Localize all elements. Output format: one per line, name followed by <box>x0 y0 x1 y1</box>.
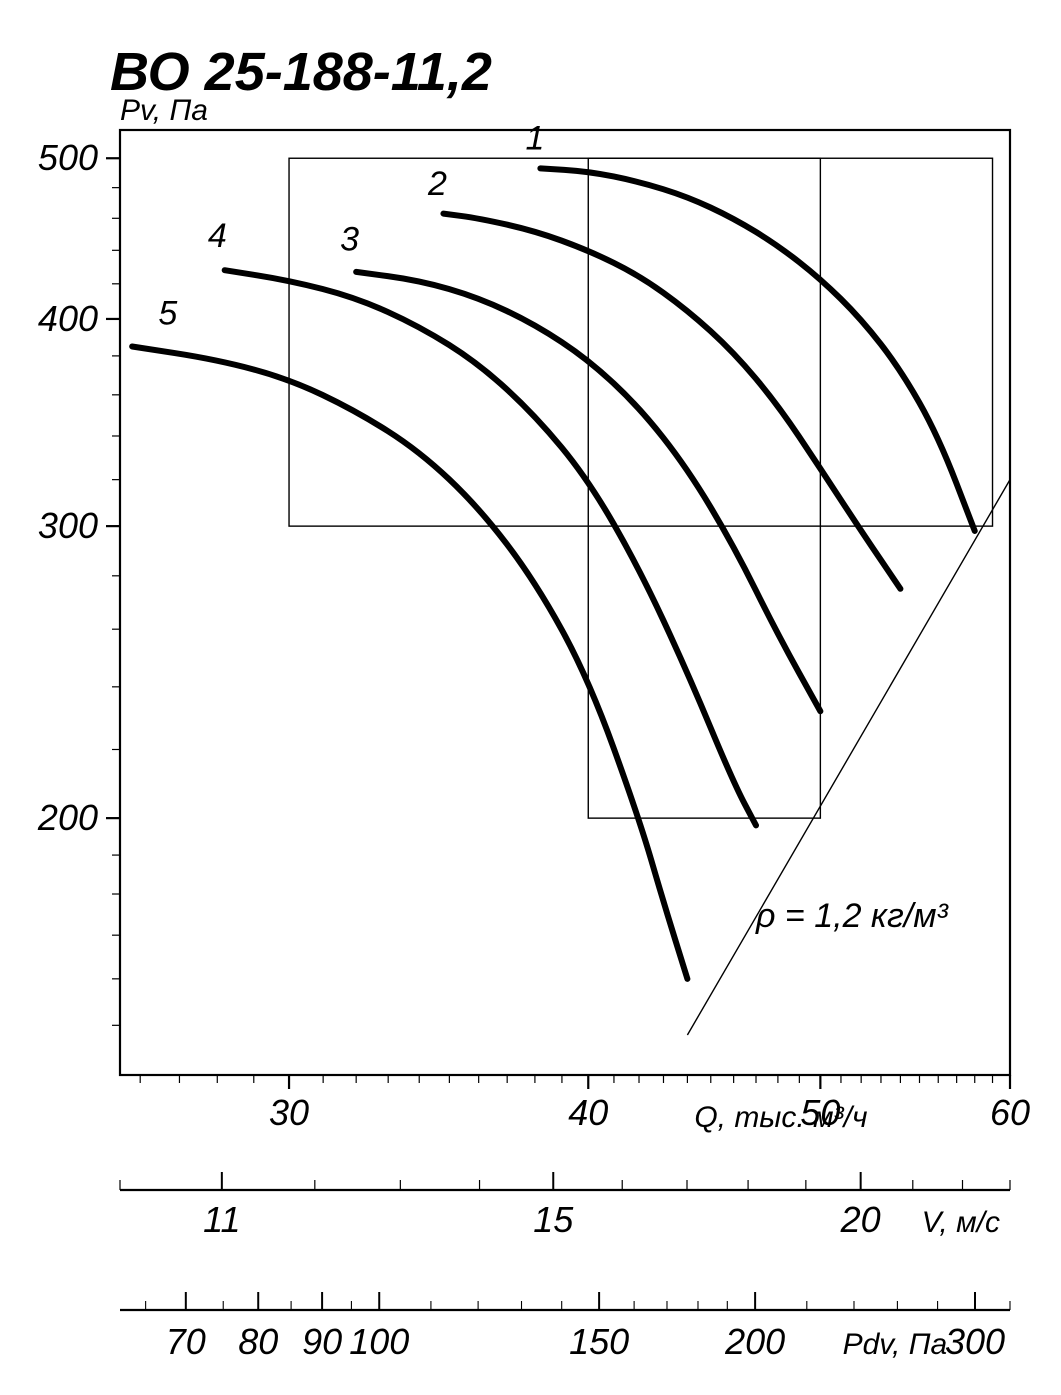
diagonal-line <box>687 480 1010 1035</box>
aux1-tick-label: 15 <box>533 1199 574 1240</box>
y-tick-label: 400 <box>38 298 98 339</box>
y-axis-label: Pv, Па <box>120 94 208 127</box>
y-tick-label: 300 <box>38 505 98 546</box>
aux1-tick-label: 11 <box>203 1199 240 1240</box>
aux2-tick-label: 70 <box>166 1321 206 1362</box>
x-tick-label: 40 <box>568 1092 608 1133</box>
aux2-tick-label: 80 <box>238 1321 278 1362</box>
aux1-label: V, м/с <box>922 1206 1000 1239</box>
grid-box <box>289 158 992 526</box>
curve-label: 2 <box>427 165 447 203</box>
curve-5 <box>132 346 687 978</box>
aux2-tick-label: 200 <box>724 1321 785 1362</box>
aux1-tick-label: 20 <box>840 1199 881 1240</box>
curve-label: 3 <box>340 220 359 258</box>
x-axis-label: Q, тыс. м³/ч <box>694 1101 867 1134</box>
fan-performance-chart: ВО 25-188-11,2Pv, Па20030040050030405060… <box>0 0 1061 1395</box>
curve-label: 5 <box>158 294 177 332</box>
y-tick-label: 500 <box>38 137 98 178</box>
density-note: ρ = 1,2 кг/м³ <box>755 897 950 935</box>
aux2-tick-label: 150 <box>569 1321 629 1362</box>
y-tick-label: 200 <box>37 797 98 838</box>
aux2-tick-label: 90 <box>302 1321 342 1362</box>
curve-4 <box>225 270 756 825</box>
x-tick-label: 60 <box>990 1092 1030 1133</box>
curve-2 <box>443 214 900 589</box>
aux2-tick-label: 300 <box>945 1321 1005 1362</box>
curve-1 <box>540 168 974 531</box>
curve-label: 4 <box>208 217 227 255</box>
x-tick-label: 30 <box>269 1092 309 1133</box>
aux2-label: Pdv, Па <box>843 1328 948 1361</box>
curve-label: 1 <box>525 120 544 158</box>
aux2-tick-label: 100 <box>349 1321 409 1362</box>
chart-title: ВО 25-188-11,2 <box>110 42 492 102</box>
